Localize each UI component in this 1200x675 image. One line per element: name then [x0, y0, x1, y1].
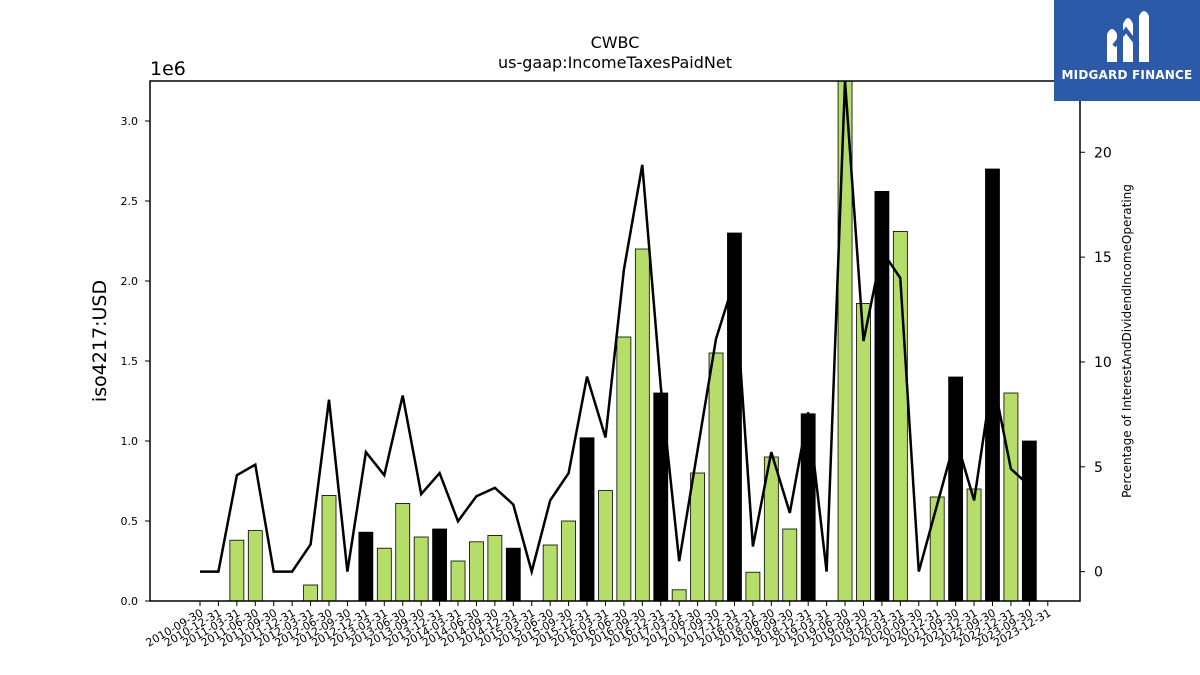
y2-tick-label: 10: [1094, 355, 1112, 371]
midgard-logo: MIDGARD FINANCE: [1054, 0, 1200, 101]
bar: [413, 536, 429, 602]
y-axis-label: iso4217:USD: [89, 280, 111, 402]
y-tick-label: 0.0: [121, 595, 139, 608]
bar: [745, 571, 761, 602]
bar: [708, 352, 724, 602]
bar: [432, 528, 447, 602]
bar: [487, 535, 503, 602]
bar: [376, 547, 392, 602]
bar: [671, 589, 687, 602]
bar: [616, 336, 632, 602]
midgard-logo-icon: [1107, 11, 1149, 62]
series-line: [200, 81, 1031, 577]
y2-axis-label: Percentage of InterestAndDividendIncomeO…: [1120, 184, 1134, 498]
y-offset-label: 1e6: [150, 58, 186, 80]
y-tick-label: 2.5: [121, 195, 139, 208]
bar: [1003, 392, 1019, 602]
bar: [598, 490, 613, 602]
bar: [1021, 440, 1037, 602]
y2-tick-label: 15: [1094, 250, 1112, 266]
bar: [395, 502, 411, 602]
y2-tick-label: 5: [1094, 460, 1103, 476]
bar: [247, 530, 263, 602]
y2-tick-label: 0: [1094, 565, 1103, 581]
y2-tick-label: 20: [1094, 145, 1112, 161]
plot-frame: [149, 80, 1081, 602]
y-tick-label: 2.0: [121, 275, 139, 288]
bar: [303, 584, 318, 602]
bar: [229, 539, 245, 602]
bar: [929, 496, 945, 602]
bar: [542, 544, 558, 602]
y-tick-label: 1.5: [121, 355, 139, 368]
logo-text: MIDGARD FINANCE: [1061, 68, 1193, 82]
bar: [505, 547, 521, 602]
bar: [948, 376, 964, 602]
bar: [782, 528, 798, 602]
y-tick-label: 0.5: [121, 515, 139, 528]
bar: [321, 494, 337, 602]
y-tick-label: 3.0: [121, 115, 139, 128]
y-tick-label: 1.0: [121, 435, 139, 448]
bar: [358, 531, 374, 602]
chart-subtitle: us-gaap:IncomeTaxesPaidNet: [498, 53, 732, 72]
bar: [450, 560, 466, 602]
bar: [561, 520, 576, 602]
bar: [469, 541, 484, 602]
bar: [966, 488, 982, 602]
bar: [856, 302, 871, 602]
chart-title: CWBC: [591, 33, 640, 52]
bar: [690, 472, 706, 602]
bar: [634, 248, 650, 602]
bar: [579, 437, 595, 602]
